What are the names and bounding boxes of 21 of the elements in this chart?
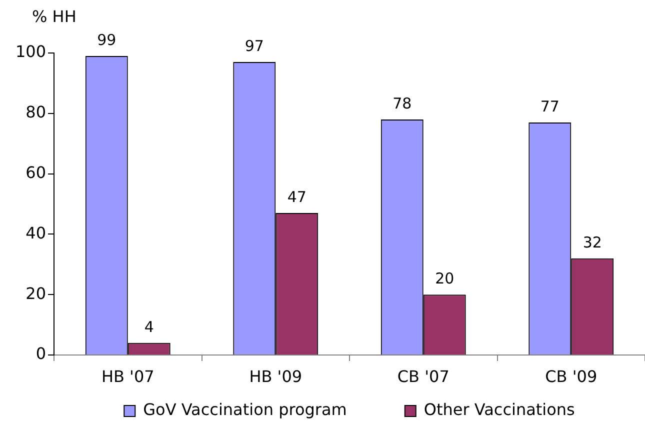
data-label: 99 <box>97 31 116 50</box>
y-tick-label: 80 <box>26 102 46 122</box>
y-tick-label: 0 <box>36 344 46 364</box>
data-label: 20 <box>435 270 454 288</box>
data-label: 77 <box>540 97 560 116</box>
x-tick-label: HB '07 <box>101 366 154 386</box>
legend-label: Other Vaccinations <box>424 400 575 420</box>
y-tick-label: 100 <box>15 42 46 62</box>
x-tick-label: CB '09 <box>545 366 598 386</box>
x-tick-label: CB '07 <box>397 366 450 386</box>
y-tick-label: 20 <box>26 284 46 303</box>
y-tick-label: 60 <box>26 162 46 182</box>
data-label: 97 <box>244 37 264 56</box>
y-tick-label: 40 <box>26 223 46 242</box>
y-axis-title: % HH <box>32 7 76 26</box>
x-tick-label: HB '09 <box>249 366 302 386</box>
legend-label: GoV Vaccination program <box>143 400 347 420</box>
data-label: 32 <box>582 233 602 252</box>
data-label: 78 <box>392 94 412 112</box>
data-label: 47 <box>287 188 306 206</box>
data-label: 4 <box>144 318 154 336</box>
